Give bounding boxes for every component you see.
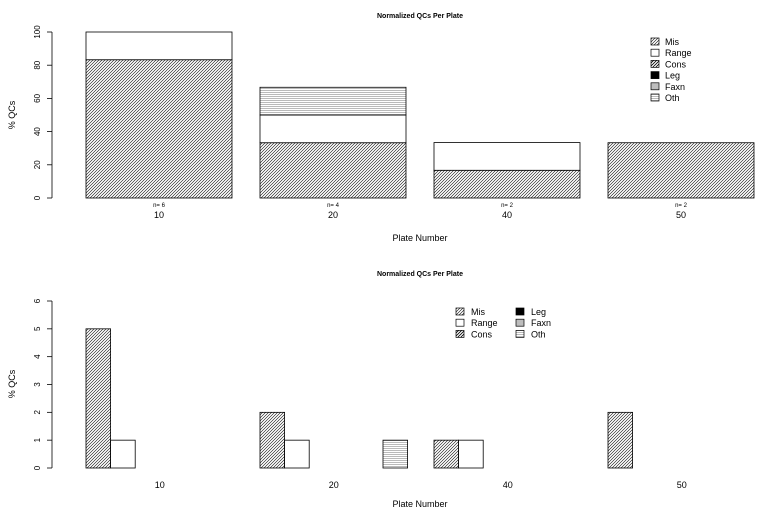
y-tick-label-top: 40: [33, 127, 42, 136]
count-label: n= 4: [327, 203, 340, 209]
y-tick-label-bottom: 1: [33, 437, 42, 442]
y-tick-label-bottom: 5: [33, 326, 42, 331]
bar-segment-mis-10: [85, 59, 233, 199]
x-tick-label-bottom: 40: [503, 480, 513, 490]
bar-segment-mis-50: [607, 142, 755, 199]
legend-swatch-bottom: [455, 318, 465, 327]
bar-range-20: [284, 439, 310, 469]
legend-label-top: Cons: [665, 59, 687, 69]
x-axis-label-top: Plate Number: [392, 233, 447, 243]
x-tick-label-top: 20: [328, 210, 338, 220]
chart-title-bottom: Normalized QCs Per Plate: [377, 271, 463, 278]
legend-label-bottom: Cons: [471, 329, 493, 339]
y-tick-label-bottom: 0: [33, 465, 42, 470]
bar-mis-10: [85, 328, 112, 469]
legend-swatch-top: [650, 60, 660, 68]
bar-segment-oth-20: [259, 86, 407, 116]
legend-label-top: Mis: [665, 37, 679, 47]
y-tick-label-bottom: 6: [33, 298, 42, 303]
bar-mis-20: [259, 411, 286, 469]
y-tick-label-top: 80: [33, 60, 42, 69]
y-tick-label-bottom: 2: [33, 410, 42, 415]
bar-segment-range-10: [85, 31, 233, 61]
legend-swatch-top: [650, 37, 660, 46]
legend-swatch-bottom: [455, 307, 465, 316]
legend-swatch-top: [650, 93, 660, 102]
legend-label-bottom: Mis: [471, 307, 485, 317]
y-tick-label-top: 60: [33, 93, 42, 102]
bar-range-10: [110, 439, 136, 469]
bar-segment-mis-40: [433, 169, 581, 199]
legend-label-bottom: Leg: [531, 307, 546, 317]
bar-segment-range-40: [433, 142, 581, 171]
x-tick-label-bottom: 20: [329, 480, 339, 490]
count-label: n= 2: [501, 203, 514, 209]
count-label: n= 6: [153, 203, 166, 209]
legend-label-bottom: Range: [471, 318, 498, 328]
legend-swatch-top: [650, 82, 660, 91]
legend-swatch-top: [650, 71, 660, 79]
y-axis-label-bottom: % QCs: [7, 369, 17, 398]
legend-label-bottom: Oth: [531, 329, 546, 339]
legend-swatch-top: [650, 48, 660, 57]
legend-label-top: Faxn: [665, 82, 685, 92]
x-axis-label-bottom: Plate Number: [392, 499, 447, 509]
legend-label-top: Range: [665, 48, 692, 58]
x-tick-label-bottom: 50: [677, 480, 687, 490]
legend-label-top: Oth: [665, 93, 680, 103]
bar-mis-40: [433, 439, 460, 469]
y-tick-label-bottom: 4: [33, 354, 42, 359]
legend-swatch-bottom: [515, 307, 525, 316]
x-tick-label-top: 10: [154, 210, 164, 220]
legend-swatch-bottom: [515, 330, 525, 338]
bar-segment-mis-20: [259, 142, 407, 199]
legend-swatch-bottom: [515, 318, 525, 327]
legend-label-bottom: Faxn: [531, 318, 551, 328]
x-tick-label-top: 40: [502, 210, 512, 220]
y-tick-label-top: 20: [33, 160, 42, 169]
bar-range-40: [458, 439, 484, 469]
chart-title-top: Normalized QCs Per Plate: [377, 13, 463, 20]
legend-swatch-bottom: [455, 330, 465, 338]
y-axis-label-top: % QCs: [7, 100, 17, 129]
y-tick-label-bottom: 3: [33, 382, 42, 387]
x-tick-label-top: 50: [676, 210, 686, 220]
y-tick-label-top: 0: [33, 195, 42, 200]
y-tick-label-top: 100: [33, 25, 42, 39]
bar-mis-50: [607, 411, 634, 469]
bar-segment-range-20: [259, 114, 407, 144]
bar-oth-20: [382, 439, 409, 469]
legend-label-top: Leg: [665, 71, 680, 81]
count-label: n= 2: [675, 203, 688, 209]
x-tick-label-bottom: 10: [155, 480, 165, 490]
